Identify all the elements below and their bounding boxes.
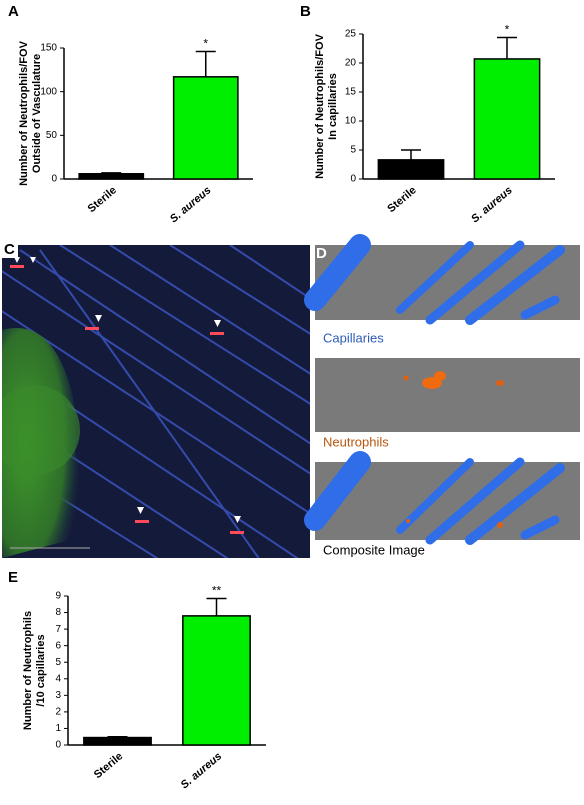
micrograph: [2, 245, 310, 558]
y-axis-label: Number of Neutrophils/FOV: [18, 40, 30, 186]
y-tick-label: 0: [51, 174, 57, 185]
y-tick-label: 3: [55, 690, 61, 701]
y-tick-label: 25: [345, 29, 357, 40]
caption: Capillaries: [323, 330, 384, 345]
x-tick-label: Sterile: [92, 750, 125, 781]
bar: [473, 58, 541, 180]
y-tick-label: 6: [55, 640, 61, 651]
y-axis-label: /10 capillaries: [35, 634, 47, 706]
y-tick-label: 20: [345, 58, 357, 69]
y-tick-label: 1: [55, 723, 61, 734]
bar: [83, 736, 152, 746]
bar: [182, 615, 251, 746]
bar: [172, 76, 239, 180]
x-tick-label: S. aureus: [469, 184, 515, 225]
y-axis-label: In capillaries: [327, 73, 339, 140]
y-axis-label: Number of Neutrophils/FOV: [314, 33, 326, 179]
y-tick-label: 15: [345, 87, 357, 98]
panel-label: D: [316, 245, 327, 262]
y-tick-label: 0: [350, 174, 356, 185]
panel-label: E: [8, 569, 18, 586]
y-tick-label: 5: [350, 145, 356, 156]
y-tick-label: 7: [55, 624, 61, 635]
y-tick-label: 8: [55, 607, 61, 618]
y-tick-label: 150: [40, 43, 57, 54]
y-tick-label: 2: [55, 707, 61, 718]
significance: *: [203, 37, 208, 51]
significance: **: [212, 584, 222, 598]
y-tick-label: 100: [40, 86, 57, 97]
y-axis-label: Outside of Vasculature: [31, 54, 43, 173]
bar: [78, 173, 145, 180]
significance: *: [505, 23, 510, 37]
y-tick-label: 0: [55, 740, 61, 751]
panel-label: B: [300, 3, 311, 20]
bar: [377, 159, 445, 180]
render-neutrophils: [315, 358, 580, 432]
panel-label: A: [8, 3, 19, 20]
caption: Neutrophils: [323, 434, 389, 449]
y-tick-label: 4: [55, 673, 61, 684]
y-tick-label: 10: [345, 116, 357, 127]
panel-label: C: [4, 241, 15, 258]
y-tick-label: 5: [55, 657, 61, 668]
caption: Composite Image: [323, 542, 425, 557]
x-tick-label: Sterile: [385, 184, 418, 215]
y-tick-label: 50: [46, 130, 58, 141]
x-tick-label: S. aureus: [179, 750, 225, 791]
x-tick-label: S. aureus: [168, 184, 214, 225]
render-composite: [304, 451, 580, 545]
render-capillaries: [304, 234, 580, 325]
y-tick-label: 9: [55, 591, 61, 602]
x-tick-label: Sterile: [86, 184, 119, 215]
y-axis-label: Number of Neutrophils: [22, 611, 34, 730]
